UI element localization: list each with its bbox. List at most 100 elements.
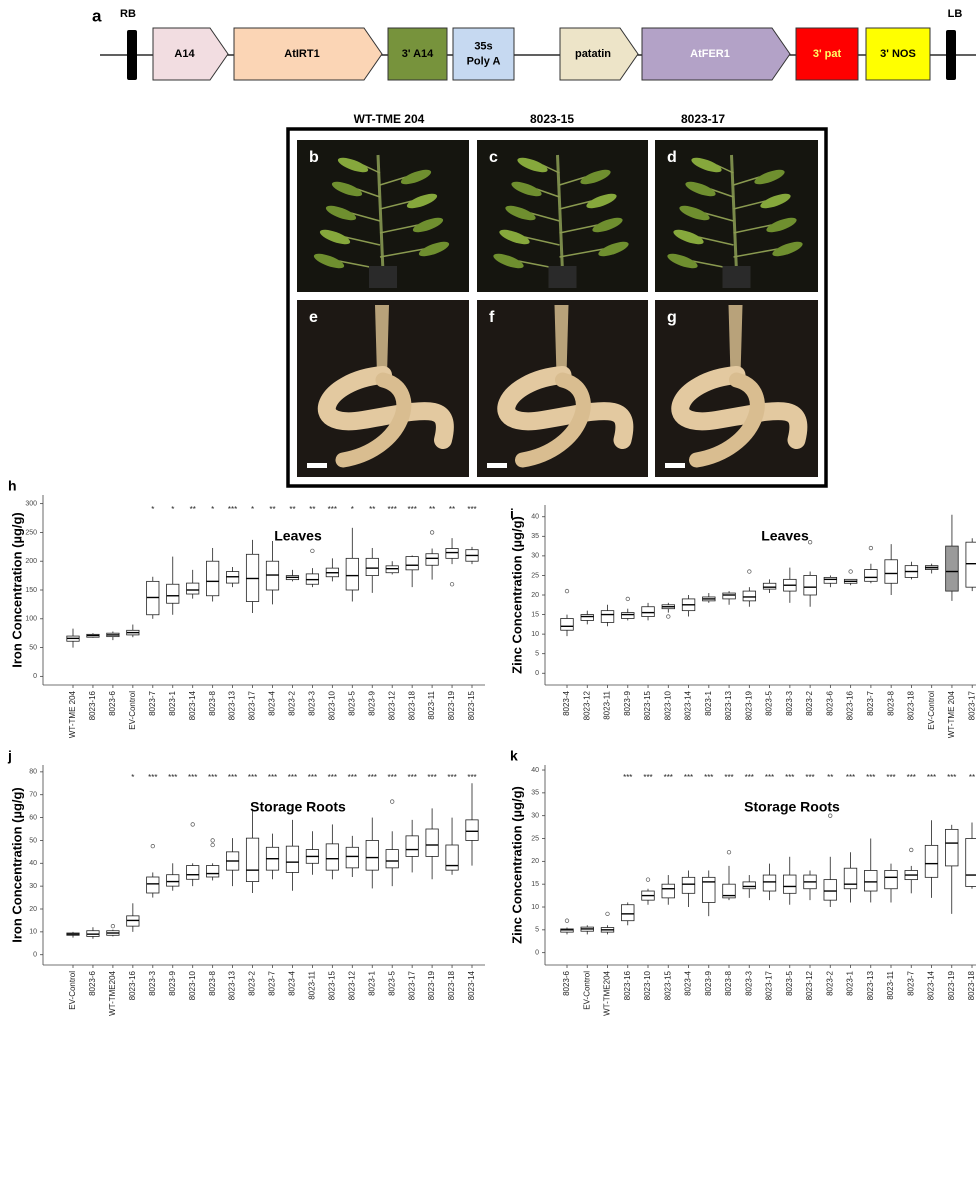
significance: *** <box>328 505 337 514</box>
x-tick-label: WT-TME 204 <box>68 690 77 738</box>
significance: *** <box>765 773 774 782</box>
significance: *** <box>643 773 652 782</box>
y-tick-label: 30 <box>531 813 539 820</box>
box <box>386 850 398 868</box>
significance: *** <box>704 773 713 782</box>
plant-pot <box>369 266 397 288</box>
y-tick-label: 35 <box>531 790 539 797</box>
significance: *** <box>208 773 217 782</box>
x-tick-label: 8023-10 <box>643 970 652 1000</box>
box <box>466 820 478 841</box>
x-tick-label: 8023-7 <box>866 690 875 715</box>
significance: ** <box>309 505 315 514</box>
x-tick-label: 8023-12 <box>347 970 356 1000</box>
significance: * <box>151 505 154 514</box>
y-tick-label: 40 <box>531 767 539 774</box>
x-tick-label: 8023-9 <box>704 970 713 995</box>
significance: *** <box>927 773 936 782</box>
box <box>446 549 458 559</box>
plant-pot <box>549 266 577 288</box>
significance: ** <box>827 773 833 782</box>
x-tick-label: 8023-8 <box>886 690 895 715</box>
x-tick-label: 8023-7 <box>906 970 915 995</box>
x-tick-label: 8023-5 <box>347 690 356 715</box>
x-tick-label: 8023-14 <box>684 690 693 720</box>
y-tick-label: 0 <box>33 673 37 680</box>
box <box>966 542 976 587</box>
x-tick-label: 8023-13 <box>866 970 875 1000</box>
x-tick-label: 8023-3 <box>785 690 794 715</box>
x-tick-label: 8023-17 <box>765 970 774 1000</box>
x-tick-label: 8023-4 <box>288 970 297 995</box>
box <box>167 875 179 886</box>
box <box>946 546 959 591</box>
significance: *** <box>427 773 436 782</box>
box <box>824 880 837 901</box>
x-tick-label: 8023-8 <box>208 970 217 995</box>
x-tick-label: 8023-3 <box>308 690 317 715</box>
x-tick-label: EV-Control <box>68 971 77 1010</box>
box <box>426 554 438 566</box>
box <box>743 882 756 889</box>
construct-label: 3' NOS <box>880 48 916 60</box>
y-tick-label: 40 <box>531 514 539 521</box>
y-tick-label: 15 <box>531 881 539 888</box>
x-tick-label: 8023-17 <box>967 690 976 720</box>
box <box>187 866 199 880</box>
photo-column-title: WT-TME 204 <box>354 112 425 126</box>
box <box>446 845 458 870</box>
box <box>885 560 898 583</box>
box <box>366 840 378 870</box>
box <box>804 575 817 595</box>
significance: *** <box>664 773 673 782</box>
x-tick-label: 8023-19 <box>947 970 956 1000</box>
x-tick-label: 8023-19 <box>744 690 753 720</box>
scale-bar <box>665 463 685 468</box>
x-tick-label: EV-Control <box>927 691 936 730</box>
x-tick-label: EV-Control <box>128 691 137 730</box>
plant-pot <box>723 266 751 288</box>
figure: a RB LB A14AtIRT13' A1435sPoly ApatatinA… <box>0 0 976 1193</box>
significance: ** <box>449 505 455 514</box>
photo-column-title: 8023-17 <box>681 112 725 126</box>
x-tick-label: WT-TME204 <box>108 970 117 1015</box>
x-tick-label: 8023-8 <box>724 970 733 995</box>
significance: *** <box>288 773 297 782</box>
y-tick-label: 10 <box>531 631 539 638</box>
x-tick-label: 8023-6 <box>108 690 117 715</box>
significance: *** <box>805 773 814 782</box>
construct-label: Poly A <box>467 55 501 67</box>
box <box>824 577 837 583</box>
y-axis-label: Zinc Concentration (µg/g) <box>509 786 524 944</box>
significance: *** <box>328 773 337 782</box>
significance: *** <box>467 773 476 782</box>
x-tick-label: 8023-12 <box>387 690 396 720</box>
y-axis-label: Iron Concentration (µg/g) <box>9 787 24 943</box>
construct-label: AtFER1 <box>690 48 730 60</box>
x-tick-label: 8023-16 <box>623 970 632 1000</box>
x-tick-label: 8023-15 <box>467 690 476 720</box>
significance: *** <box>724 773 733 782</box>
y-tick-label: 20 <box>29 906 37 913</box>
y-tick-label: 80 <box>29 769 37 776</box>
x-tick-label: 8023-14 <box>188 690 197 720</box>
y-tick-label: 150 <box>25 587 37 594</box>
x-tick-label: 8023-13 <box>724 690 733 720</box>
box <box>561 618 574 630</box>
significance: *** <box>846 773 855 782</box>
x-tick-label: 8023-11 <box>886 970 895 999</box>
box <box>346 558 358 590</box>
lb-border <box>946 30 956 80</box>
significance: *** <box>785 773 794 782</box>
box <box>682 877 695 893</box>
x-tick-label: WT-TME 204 <box>947 690 956 738</box>
significance: *** <box>947 773 956 782</box>
y-tick-label: 25 <box>531 572 539 579</box>
box <box>406 836 418 857</box>
box <box>346 847 358 868</box>
y-axis-label: Zinc Concentration (µg/g) <box>509 516 524 674</box>
x-tick-label: EV-Control <box>582 971 591 1010</box>
y-tick-label: 0 <box>33 952 37 959</box>
box <box>621 905 634 921</box>
x-tick-label: WT-TME204 <box>603 970 612 1015</box>
